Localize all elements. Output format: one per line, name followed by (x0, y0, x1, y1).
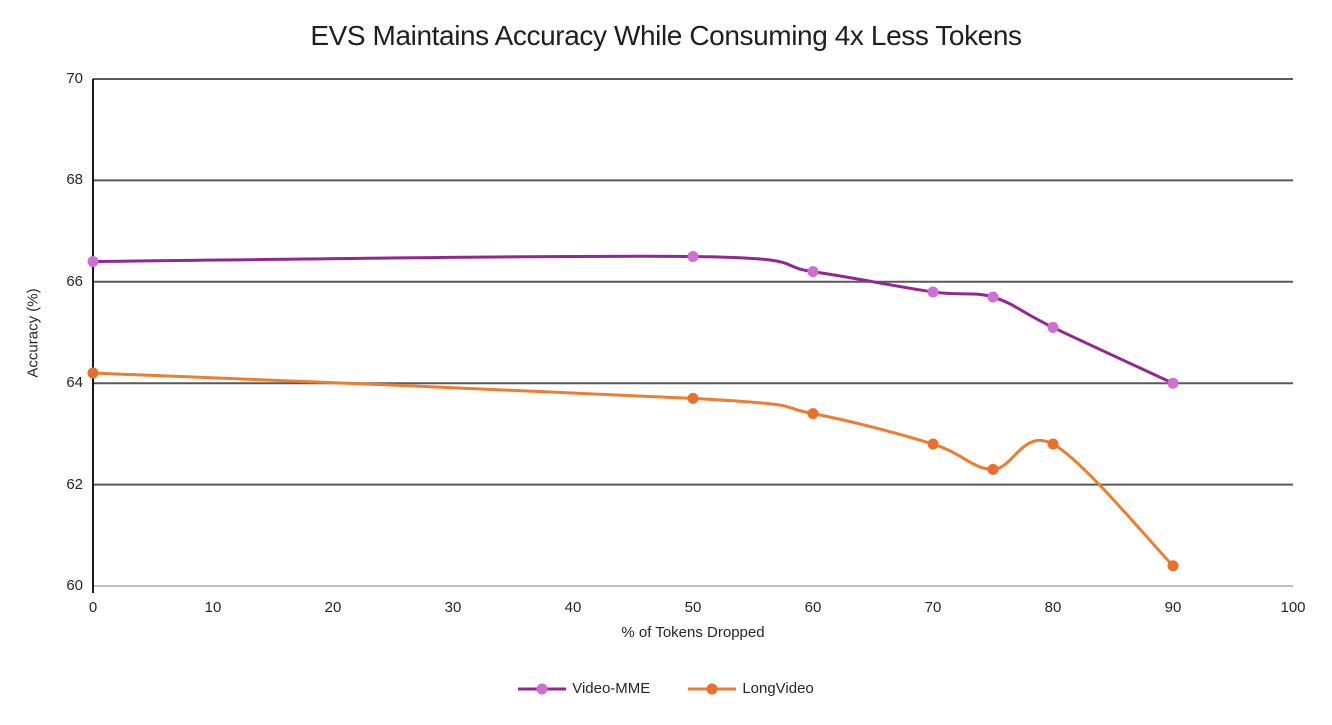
x-tick-label: 70 (924, 599, 942, 616)
series-line-video-mme (91, 254, 1175, 385)
data-point-marker-longvideo (1167, 560, 1179, 572)
data-point-marker-video-mme (927, 286, 939, 298)
x-tick-label: 50 (684, 599, 702, 616)
x-tick-label: 60 (804, 599, 822, 616)
x-tick-label: 100 (1280, 599, 1306, 616)
data-point-marker-longvideo (87, 367, 99, 379)
legend-swatch-icon (518, 683, 567, 694)
data-point-marker-longvideo (687, 392, 699, 404)
y-tick-label: 62 (66, 475, 83, 493)
legend-label: LongVideo (742, 680, 814, 697)
data-point-marker-video-mme (87, 256, 99, 268)
legend-marker-icon (706, 683, 718, 694)
x-tick-label: 90 (1164, 599, 1182, 616)
legend-label: Video-MME (572, 680, 651, 697)
data-point-marker-video-mme (1167, 377, 1179, 389)
legend-item-video-mme: Video-MME (518, 680, 650, 697)
x-axis-title: % of Tokens Dropped (621, 624, 765, 641)
data-point-marker-longvideo (1047, 438, 1059, 450)
y-tick-label: 70 (66, 70, 83, 87)
data-point-marker-longvideo (927, 438, 939, 450)
x-tick-label: 0 (88, 599, 98, 616)
data-point-marker-longvideo (987, 463, 999, 475)
series-line-longvideo (91, 371, 1175, 568)
x-tick-label: 20 (324, 599, 342, 616)
x-tick-label: 30 (444, 599, 462, 616)
x-tick-label: 80 (1044, 599, 1062, 616)
data-point-marker-video-mme (1047, 321, 1059, 333)
data-point-marker-video-mme (687, 250, 699, 262)
y-axis-title: Accuracy (%) (24, 288, 42, 378)
y-tick-label: 60 (66, 577, 83, 594)
legend-marker-icon (536, 683, 548, 694)
legend-item-longvideo: LongVideo (688, 680, 814, 697)
x-tick-label: 40 (564, 599, 582, 616)
y-tick-label: 68 (66, 171, 83, 189)
legend-swatch-icon (688, 683, 737, 694)
chart-title: EVS Maintains Accuracy While Consuming 4… (310, 20, 1022, 51)
y-tick-label: 64 (66, 374, 83, 392)
data-point-marker-longvideo (807, 408, 819, 420)
legend: Video-MME LongVideo (0, 680, 1332, 697)
x-tick-label: 10 (204, 599, 222, 616)
y-tick-label: 66 (66, 272, 83, 290)
data-point-marker-video-mme (807, 266, 819, 278)
data-point-marker-video-mme (987, 291, 999, 303)
